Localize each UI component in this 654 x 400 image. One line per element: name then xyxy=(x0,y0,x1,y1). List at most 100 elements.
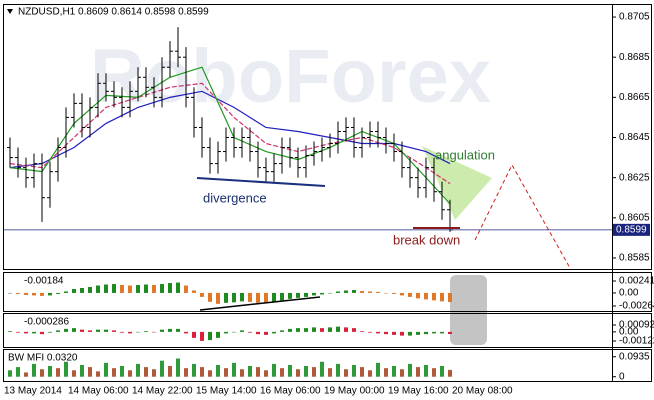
x-tick-label: 19 May 00:00 xyxy=(324,386,385,397)
histogram-bar xyxy=(104,284,108,293)
histogram-bar xyxy=(392,331,396,335)
histogram-bar xyxy=(168,283,172,293)
y-tick-label: 0.0935 xyxy=(619,351,650,362)
histogram-bar xyxy=(232,362,236,377)
histogram-bar xyxy=(328,327,332,332)
histogram-bar xyxy=(144,367,148,377)
histogram-bar xyxy=(176,282,180,293)
mfi-frame xyxy=(3,349,652,382)
y-tick-label: 0 xyxy=(619,371,625,382)
divergence-line xyxy=(196,177,326,187)
histogram-bar xyxy=(336,326,340,332)
histogram-bar xyxy=(264,331,268,335)
histogram-bar xyxy=(48,331,52,333)
histogram-bar xyxy=(344,369,348,377)
y-tick-label: 0.8705 xyxy=(619,12,650,23)
y-tick-label: 0.8645 xyxy=(619,132,650,143)
histogram-bar xyxy=(240,330,244,332)
x-tick-label: 16 May 06:00 xyxy=(260,386,321,397)
histogram-bar xyxy=(264,292,268,304)
histogram-bar xyxy=(400,292,404,296)
histogram-bar xyxy=(296,369,300,377)
annotation-shapes xyxy=(422,146,571,345)
histogram-bar xyxy=(168,328,172,332)
histogram-bar xyxy=(224,331,228,334)
histogram-bar xyxy=(128,331,132,334)
histogram-bar xyxy=(16,367,20,377)
histogram-bar xyxy=(32,363,36,377)
histogram-bar xyxy=(408,292,412,297)
histogram-bar xyxy=(112,284,116,293)
histogram-bar xyxy=(416,367,420,377)
histogram-bar xyxy=(32,292,36,296)
histogram-bar xyxy=(184,285,188,293)
histogram-bar xyxy=(80,364,84,377)
histogram-bar xyxy=(376,362,380,377)
histogram-bar xyxy=(440,292,444,302)
histogram-bar xyxy=(336,363,340,377)
histogram-bar xyxy=(312,292,316,296)
y-tick-label: 0.8585 xyxy=(619,253,650,264)
y-tick-label: 0.8605 xyxy=(619,212,650,223)
histogram-bar xyxy=(216,292,220,304)
histogram-bar xyxy=(224,368,228,377)
divergence-line-ao xyxy=(199,296,321,311)
histogram-bar xyxy=(368,291,372,293)
histogram-bar xyxy=(144,284,148,293)
histogram-bar xyxy=(120,366,124,377)
histogram-bar xyxy=(384,368,388,377)
moving-average xyxy=(9,82,451,185)
annotation: divergence xyxy=(203,190,267,205)
histogram-bar xyxy=(184,331,188,334)
histogram-bar xyxy=(368,370,372,377)
histogram-bar xyxy=(24,331,28,334)
histogram-bar xyxy=(368,331,372,333)
histogram-bar xyxy=(176,358,180,377)
histogram-bar xyxy=(328,368,332,377)
histogram-bar xyxy=(56,368,60,377)
histogram-bar xyxy=(72,288,76,293)
y-tick-label: 0.8665 xyxy=(619,92,650,103)
histogram-bar xyxy=(248,366,252,377)
histogram-bar xyxy=(40,369,44,377)
x-tick-label: 19 May 16:00 xyxy=(388,386,449,397)
histogram-bar xyxy=(384,292,388,294)
annotation-lines xyxy=(196,177,460,311)
histogram-bar xyxy=(216,364,220,377)
histogram-bar xyxy=(40,331,44,335)
histogram-bar xyxy=(80,287,84,293)
histogram-bar xyxy=(192,363,196,377)
histogram-bar xyxy=(376,331,380,334)
watermark: RoboForex xyxy=(90,34,491,119)
histogram-bar xyxy=(152,331,156,333)
histogram-bar xyxy=(400,369,404,377)
histogram-bar xyxy=(192,331,196,338)
plot: 0.87050.86850.86650.86450.86250.86050.85… xyxy=(4,12,654,397)
histogram-bar xyxy=(104,362,108,377)
histogram-bar xyxy=(160,360,164,377)
histogram-bar xyxy=(72,328,76,332)
histogram-bar xyxy=(408,363,412,377)
x-tick-label: 13 May 2014 xyxy=(4,386,62,397)
histogram-bar xyxy=(80,329,84,332)
ao-frame xyxy=(3,272,652,312)
histogram-bar xyxy=(8,331,12,332)
histogram-bar xyxy=(320,292,324,295)
x-tick-label: 15 May 14:00 xyxy=(196,386,257,397)
histogram-bar xyxy=(48,366,52,377)
histogram-bar xyxy=(448,292,452,303)
histogram-bar xyxy=(136,331,140,333)
y-tick-label: -0.00264 xyxy=(619,301,654,312)
histogram-bar xyxy=(344,327,348,332)
histogram-bar xyxy=(280,292,284,301)
price-label-box xyxy=(612,223,650,236)
histogram-bar xyxy=(264,370,268,377)
histogram-bar xyxy=(416,331,420,335)
y-tick-label: 0.00241 xyxy=(619,276,654,287)
highlight-box xyxy=(450,275,487,345)
histogram-bar xyxy=(16,292,20,294)
histogram-bar xyxy=(296,292,300,298)
histogram-bar xyxy=(192,290,196,293)
histogram-bar xyxy=(24,372,28,377)
